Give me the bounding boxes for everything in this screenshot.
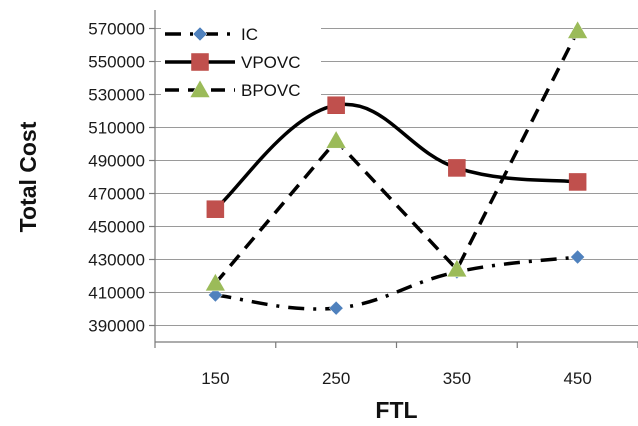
data-point-vpovc bbox=[448, 159, 466, 177]
legend-label: BPOVC bbox=[241, 81, 301, 100]
legend: IC VPOVC BPOVC bbox=[161, 14, 321, 104]
y-tick-label: 530000 bbox=[88, 86, 145, 105]
data-point-bpovc bbox=[446, 258, 468, 278]
y-tick-label: 450000 bbox=[88, 218, 145, 237]
series-vpovc bbox=[214, 102, 578, 211]
y-tick-label: 510000 bbox=[88, 119, 145, 138]
y-tick-label: 390000 bbox=[88, 317, 145, 336]
series-line-vpovc bbox=[214, 102, 578, 211]
legend-label: VPOVC bbox=[241, 53, 301, 72]
legend-marker bbox=[191, 53, 209, 71]
y-tick-label: 550000 bbox=[88, 53, 145, 72]
legend-entry-vpovc: VPOVC bbox=[165, 53, 301, 72]
series-ic bbox=[215, 255, 578, 311]
legend-marker bbox=[192, 26, 208, 42]
series bbox=[204, 20, 589, 316]
legend-entry-bpovc: BPOVC bbox=[165, 79, 301, 100]
legend-label: IC bbox=[241, 25, 258, 44]
x-tick-label: 150 bbox=[201, 369, 229, 388]
legend-entry-ic: IC bbox=[165, 25, 258, 44]
x-axis-ticks: 150 250 350 450 bbox=[154, 342, 638, 388]
legend-marker bbox=[189, 79, 211, 98]
series-bpovc bbox=[214, 30, 580, 285]
series-line-ic bbox=[215, 255, 578, 311]
data-point-ic bbox=[208, 287, 223, 303]
x-tick-label: 250 bbox=[322, 369, 350, 388]
x-tick-label: 350 bbox=[443, 369, 471, 388]
data-point-ic bbox=[570, 249, 585, 265]
y-tick-label: 470000 bbox=[88, 185, 145, 204]
data-point-vpovc bbox=[206, 200, 225, 218]
legend-background bbox=[161, 14, 321, 104]
x-tick-label: 450 bbox=[563, 369, 591, 388]
y-axis-title: Total Cost bbox=[15, 121, 41, 232]
x-axis-title: FTL bbox=[375, 397, 417, 423]
data-point-bpovc bbox=[204, 272, 226, 292]
series-line-bpovc bbox=[214, 30, 580, 285]
data-point-vpovc bbox=[327, 96, 345, 114]
y-tick-label: 410000 bbox=[88, 284, 145, 303]
markers-vpovc bbox=[206, 96, 587, 218]
data-point-bpovc bbox=[567, 20, 589, 39]
y-tick-label: 490000 bbox=[88, 152, 145, 171]
data-point-ic bbox=[328, 300, 344, 316]
y-axis-ticks: 570000 550000 530000 510000 490000 470000 4500… bbox=[88, 20, 155, 336]
data-point-bpovc bbox=[325, 130, 347, 149]
y-tick-label: 430000 bbox=[88, 251, 145, 270]
markers-bpovc bbox=[204, 20, 589, 292]
data-point-vpovc bbox=[568, 173, 587, 191]
y-tick-label: 570000 bbox=[88, 20, 145, 39]
